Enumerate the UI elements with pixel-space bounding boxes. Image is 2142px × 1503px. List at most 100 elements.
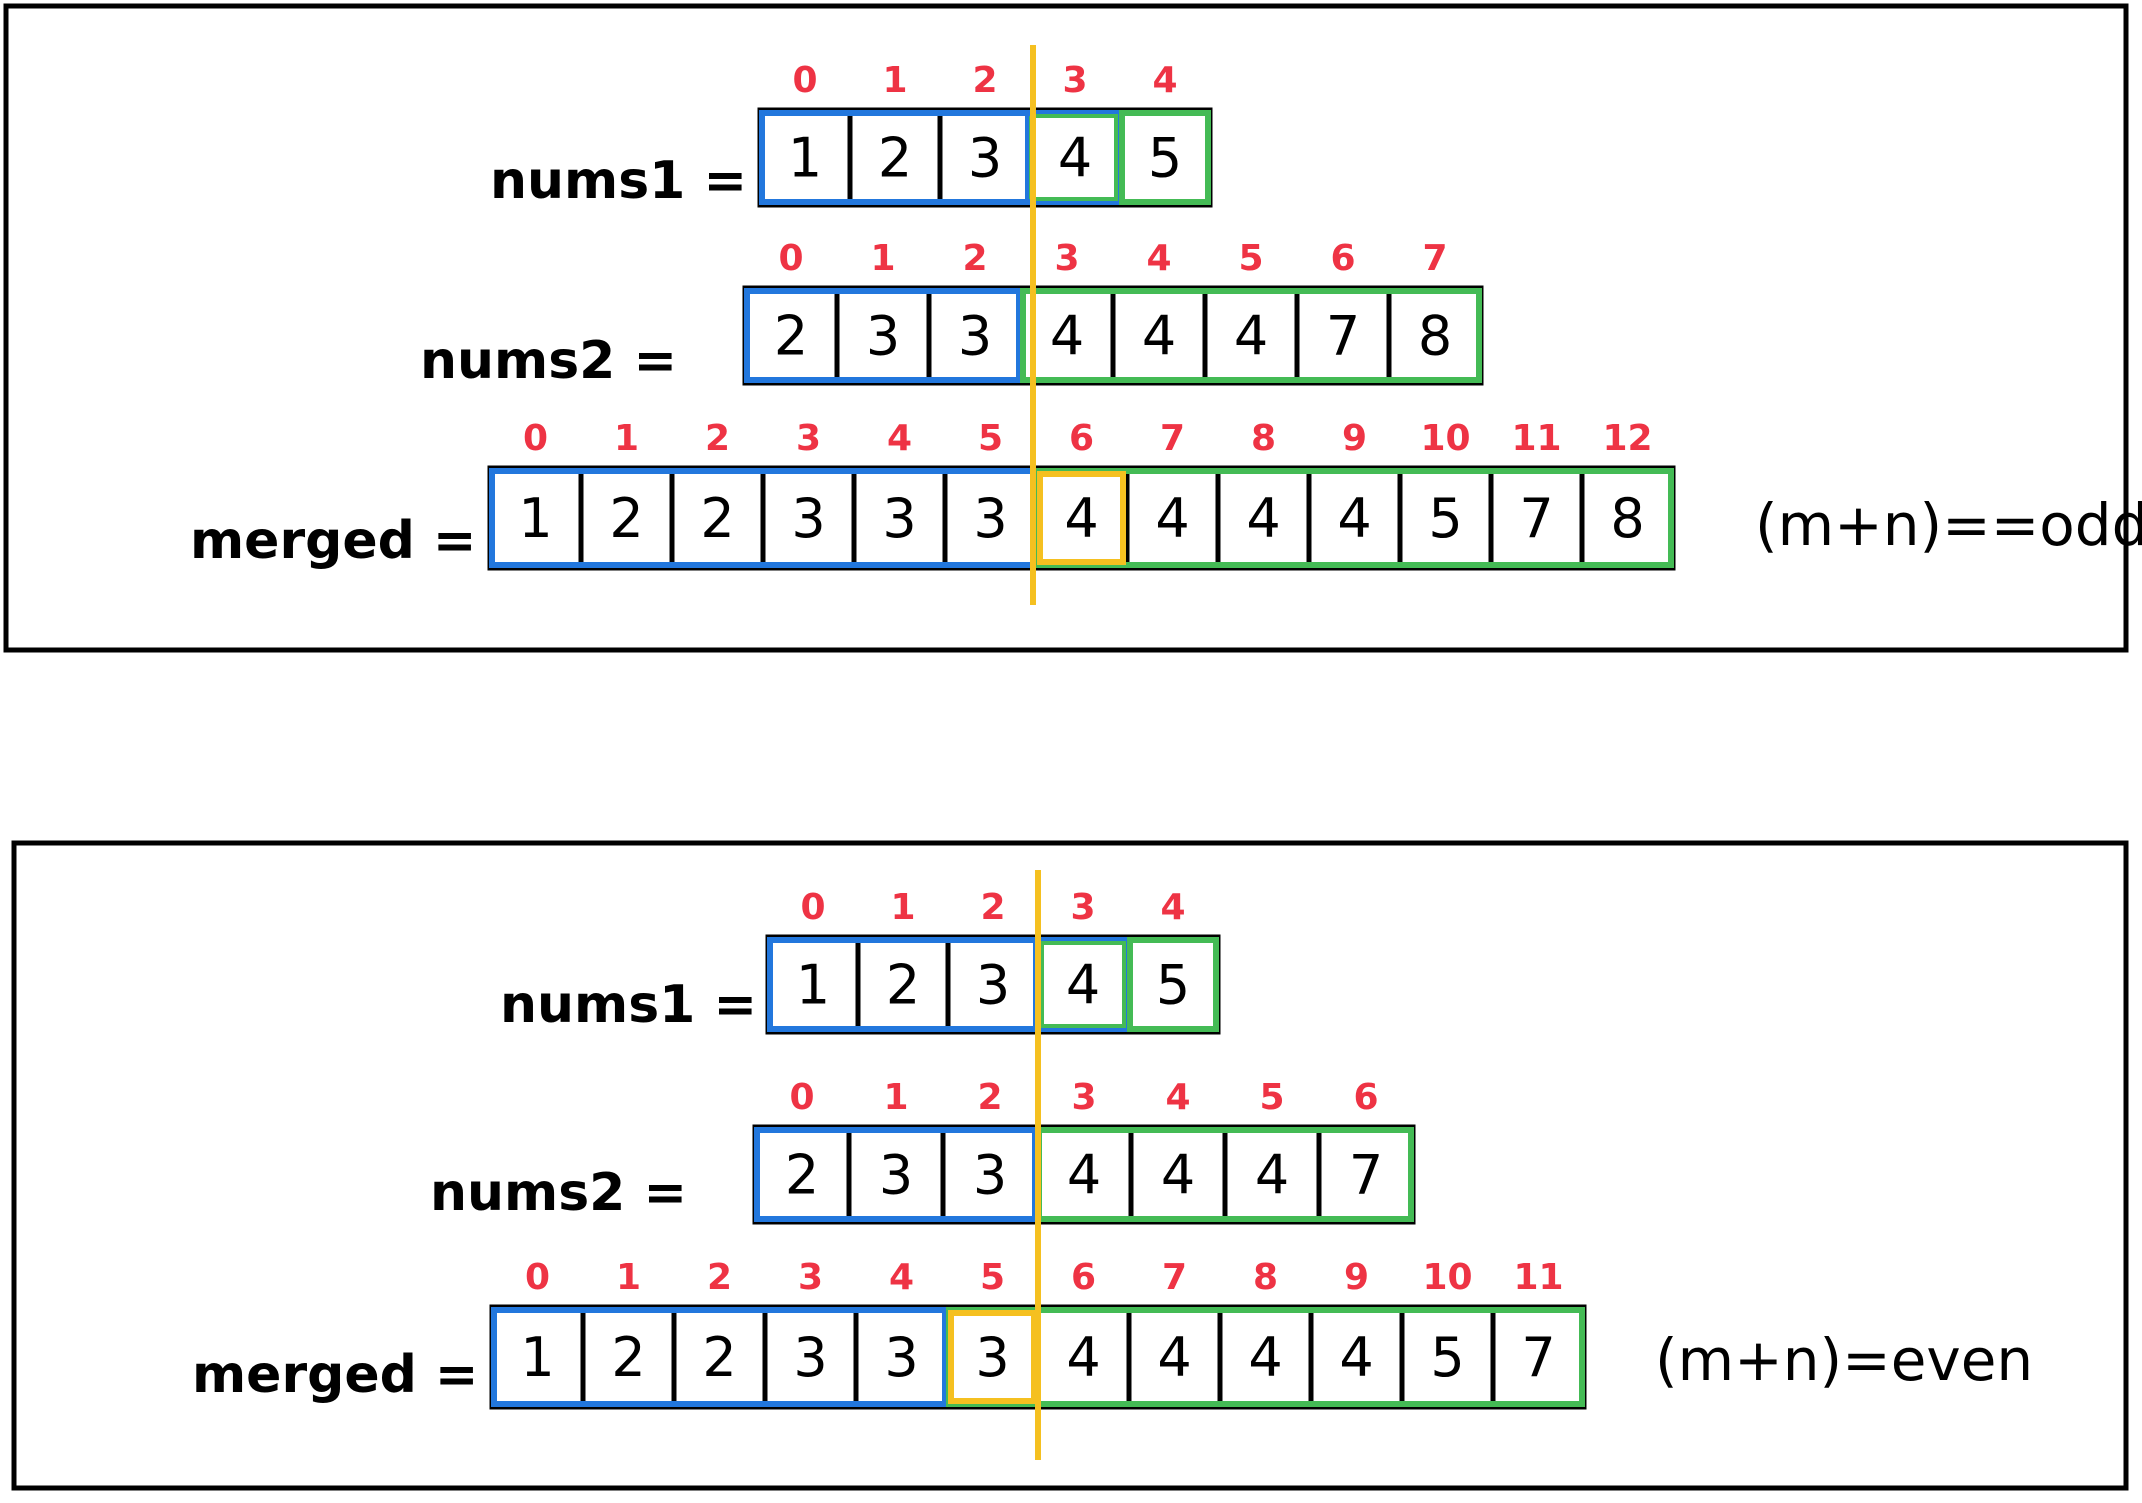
nums1-cell-value: 4 xyxy=(1058,127,1092,190)
nums1-cell-value: 2 xyxy=(878,127,912,190)
nums2-cell-value: 7 xyxy=(1326,305,1360,368)
array-cells: 1021324354203132434445768710212233343546… xyxy=(490,45,1673,605)
nums2-index-label: 3 xyxy=(1054,238,1079,279)
nums1-cell-value: 4 xyxy=(1066,954,1100,1017)
merged-index-label: 10 xyxy=(1420,418,1470,459)
nums1-cell-value: 3 xyxy=(968,127,1002,190)
merged-cell-value: 1 xyxy=(520,1326,554,1389)
nums2-index-label: 0 xyxy=(778,238,803,279)
nums2-cell-value: 4 xyxy=(1234,305,1268,368)
nums2-label: nums2 = xyxy=(430,1163,687,1223)
merged-index-label: 2 xyxy=(707,1257,732,1298)
merged-cell-value: 4 xyxy=(1246,487,1280,550)
nums2-cell-value: 4 xyxy=(1067,1144,1101,1207)
merged-cell-value: 7 xyxy=(1521,1326,1555,1389)
nums2-index-label: 1 xyxy=(870,238,895,279)
merged-cell-value: 5 xyxy=(1428,487,1462,550)
merged-cell-value: 3 xyxy=(791,487,825,550)
merged-index-label: 0 xyxy=(525,1257,550,1298)
merged-index-label: 0 xyxy=(523,418,548,459)
panel-even-case: nums1 = nums2 = merged = (m+n)=even 1021… xyxy=(14,843,2126,1488)
nums1-cell-value: 5 xyxy=(1156,954,1190,1017)
merged-index-label: 1 xyxy=(616,1257,641,1298)
merged-cell-value: 2 xyxy=(609,487,643,550)
merged-cell-value: 4 xyxy=(1155,487,1189,550)
nums1-index-label: 3 xyxy=(1062,60,1087,101)
nums2-cell-value: 3 xyxy=(973,1144,1007,1207)
panel-odd-case: nums1 = nums2 = merged = (m+n)==odd 1021… xyxy=(6,6,2142,650)
merged-cell-value: 4 xyxy=(1157,1326,1191,1389)
merged-cell-value: 3 xyxy=(973,487,1007,550)
nums1-index-label: 1 xyxy=(882,60,907,101)
nums2-index-label: 7 xyxy=(1422,238,1447,279)
merged-index-label: 9 xyxy=(1344,1257,1369,1298)
nums1-label: nums1 = xyxy=(490,151,747,211)
merged-cell-value: 4 xyxy=(1066,1326,1100,1389)
merged-index-label: 2 xyxy=(705,418,730,459)
nums2-cell-value: 2 xyxy=(785,1144,819,1207)
merged-cell-value: 2 xyxy=(702,1326,736,1389)
parity-note: (m+n)=even xyxy=(1655,1326,2033,1394)
merged-index-label: 11 xyxy=(1513,1257,1563,1298)
nums2-index-label: 6 xyxy=(1353,1077,1378,1118)
merged-cell-value: 4 xyxy=(1339,1326,1373,1389)
nums1-cell-value: 3 xyxy=(976,954,1010,1017)
nums1-index-label: 1 xyxy=(890,887,915,928)
merged-index-label: 1 xyxy=(614,418,639,459)
nums2-cell-value: 7 xyxy=(1349,1144,1383,1207)
merged-index-label: 10 xyxy=(1422,1257,1472,1298)
nums1-index-label: 3 xyxy=(1070,887,1095,928)
merged-cell-value: 4 xyxy=(1064,487,1098,550)
nums1-cell-value: 2 xyxy=(886,954,920,1017)
nums2-cell-value: 3 xyxy=(879,1144,913,1207)
nums2-index-label: 0 xyxy=(789,1077,814,1118)
nums1-cell-value: 1 xyxy=(788,127,822,190)
nums1-index-label: 2 xyxy=(980,887,1005,928)
merged-index-label: 12 xyxy=(1602,418,1652,459)
nums1-index-label: 4 xyxy=(1160,887,1185,928)
nums1-index-label: 2 xyxy=(972,60,997,101)
nums2-cell-value: 3 xyxy=(866,305,900,368)
merged-index-label: 8 xyxy=(1253,1257,1278,1298)
merged-label: merged = xyxy=(190,511,476,571)
merged-cell-value: 3 xyxy=(975,1326,1009,1389)
nums2-index-label: 5 xyxy=(1259,1077,1284,1118)
merged-index-label: 5 xyxy=(978,418,1003,459)
nums2-index-label: 2 xyxy=(977,1077,1002,1118)
merged-index-label: 4 xyxy=(887,418,912,459)
nums2-index-label: 4 xyxy=(1165,1077,1190,1118)
merged-cell-value: 3 xyxy=(884,1326,918,1389)
merged-cell-value: 2 xyxy=(611,1326,645,1389)
merged-cell-value: 8 xyxy=(1610,487,1644,550)
merged-label: merged = xyxy=(192,1345,478,1405)
nums1-index-label: 0 xyxy=(792,60,817,101)
merged-cell-value: 2 xyxy=(700,487,734,550)
merged-index-label: 6 xyxy=(1069,418,1094,459)
parity-note: (m+n)==odd xyxy=(1755,491,2142,559)
merged-cell-value: 4 xyxy=(1337,487,1371,550)
nums1-cell-value: 1 xyxy=(796,954,830,1017)
merged-index-label: 11 xyxy=(1511,418,1561,459)
merged-array: 10212233343546474849510711812 xyxy=(490,418,1673,568)
merged-index-label: 3 xyxy=(796,418,821,459)
merged-cell-value: 3 xyxy=(882,487,916,550)
merged-index-label: 4 xyxy=(889,1257,914,1298)
nums2-cell-value: 8 xyxy=(1418,305,1452,368)
nums2-cell-value: 4 xyxy=(1161,1144,1195,1207)
nums2-index-label: 1 xyxy=(883,1077,908,1118)
nums2-index-label: 6 xyxy=(1330,238,1355,279)
merged-index-label: 7 xyxy=(1162,1257,1187,1298)
nums2-cell-value: 4 xyxy=(1050,305,1084,368)
merged-index-label: 7 xyxy=(1160,418,1185,459)
merged-index-label: 6 xyxy=(1071,1257,1096,1298)
merged-index-label: 5 xyxy=(980,1257,1005,1298)
merged-index-label: 3 xyxy=(798,1257,823,1298)
nums1-array: 1021324354 xyxy=(760,60,1210,205)
merged-cell-value: 4 xyxy=(1248,1326,1282,1389)
merged-index-label: 9 xyxy=(1342,418,1367,459)
